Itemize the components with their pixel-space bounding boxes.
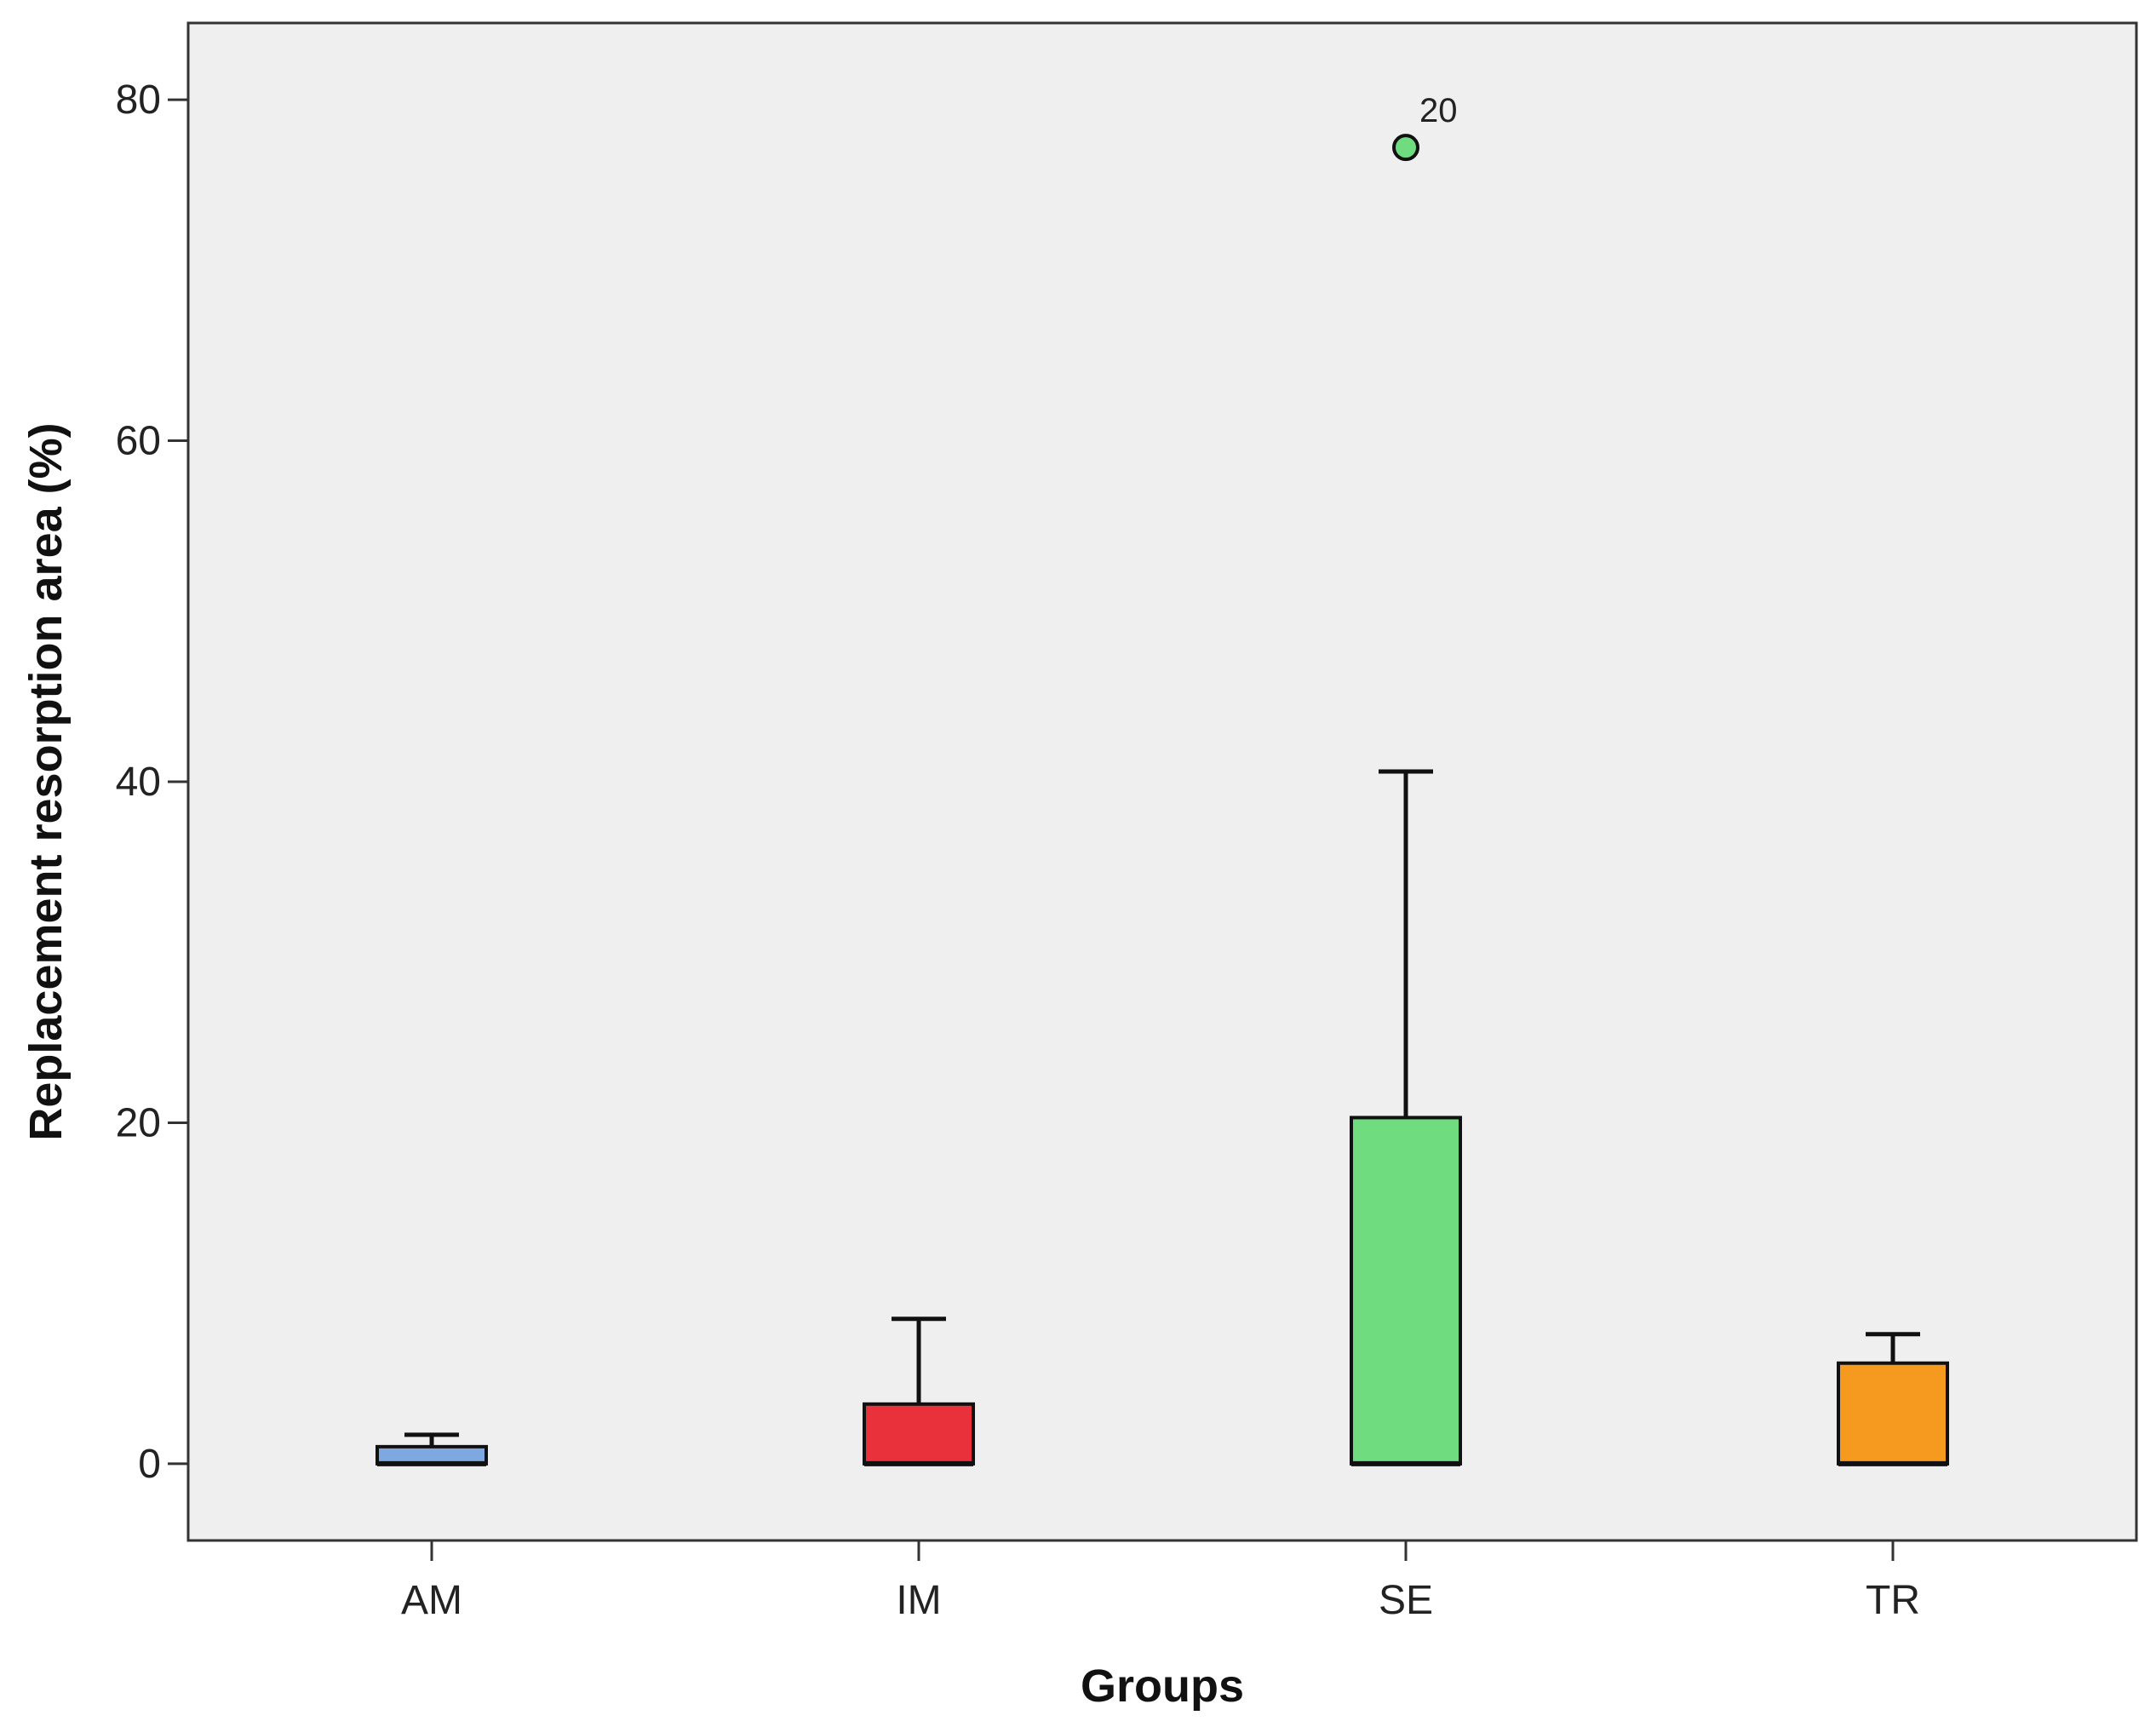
box-am xyxy=(376,1444,488,1466)
y-tick-label: 60 xyxy=(116,419,161,464)
y-tick-label: 40 xyxy=(116,760,161,805)
box-se xyxy=(1350,1116,1462,1466)
box-im xyxy=(863,1402,975,1466)
y-tick-label: 20 xyxy=(116,1100,161,1145)
outliers: 20 xyxy=(1392,92,1458,162)
outlier-point xyxy=(1392,134,1419,162)
y-tick-label: 80 xyxy=(116,77,161,123)
x-tick-label: IM xyxy=(896,1578,941,1623)
boxes xyxy=(376,769,1949,1466)
x-tick-label: TR xyxy=(1866,1578,1920,1623)
x-axis: AM IM SE TR xyxy=(401,1540,1920,1623)
y-axis-title: Replacement resorption area (%) xyxy=(20,422,72,1140)
y-tick-label: 0 xyxy=(138,1442,161,1487)
x-tick-label: AM xyxy=(401,1578,462,1623)
y-axis: 0 20 40 60 80 xyxy=(116,77,188,1487)
x-axis-title: Groups xyxy=(1081,1661,1244,1712)
plot-area xyxy=(186,21,2138,1542)
outlier-label: 20 xyxy=(1419,92,1458,129)
box-tr xyxy=(1837,1361,1949,1466)
x-tick-label: SE xyxy=(1379,1578,1433,1623)
